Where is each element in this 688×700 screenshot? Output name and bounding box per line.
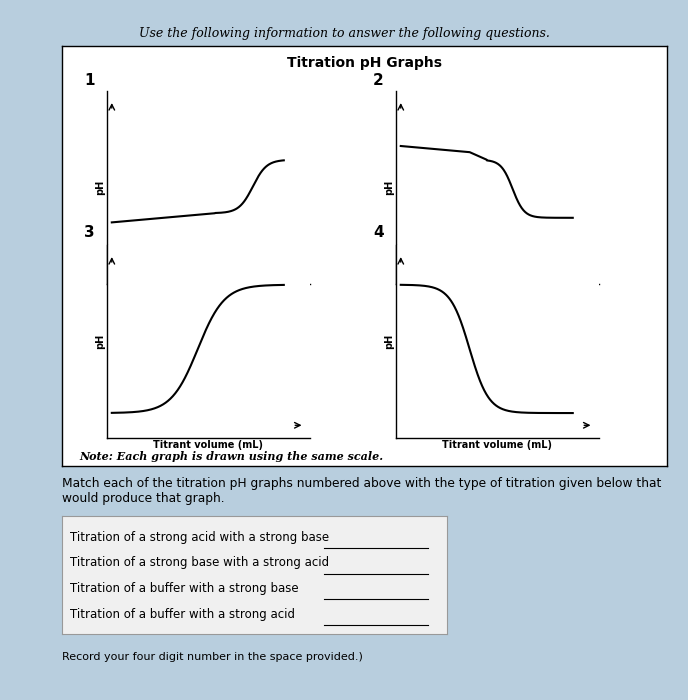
Y-axis label: pH: pH: [384, 180, 394, 195]
X-axis label: Titrant volume (mL): Titrant volume (mL): [442, 286, 552, 296]
Text: 1: 1: [84, 73, 95, 88]
Text: Match each of the titration pH graphs numbered above with the type of titration : Match each of the titration pH graphs nu…: [62, 477, 661, 505]
Text: Titration of a buffer with a strong base: Titration of a buffer with a strong base: [69, 582, 299, 595]
X-axis label: Titrant volume (mL): Titrant volume (mL): [153, 286, 263, 296]
Text: Use the following information to answer the following questions.: Use the following information to answer …: [138, 27, 550, 40]
Text: Titration pH Graphs: Titration pH Graphs: [287, 56, 442, 70]
Text: Record your four digit number in the space provided.): Record your four digit number in the spa…: [62, 652, 363, 662]
Text: 2: 2: [373, 73, 384, 88]
Text: Titration of a strong base with a strong acid: Titration of a strong base with a strong…: [69, 556, 329, 569]
Text: 4: 4: [373, 225, 384, 240]
X-axis label: Titrant volume (mL): Titrant volume (mL): [153, 440, 263, 450]
Y-axis label: pH: pH: [95, 180, 105, 195]
X-axis label: Titrant volume (mL): Titrant volume (mL): [442, 440, 552, 450]
Text: Titration of a strong acid with a strong base: Titration of a strong acid with a strong…: [69, 531, 329, 544]
Y-axis label: pH: pH: [384, 334, 394, 349]
Text: Note: Each graph is drawn using the same scale.: Note: Each graph is drawn using the same…: [79, 451, 383, 462]
Text: Titration of a buffer with a strong acid: Titration of a buffer with a strong acid: [69, 608, 294, 621]
Y-axis label: pH: pH: [95, 334, 105, 349]
Text: 3: 3: [84, 225, 95, 240]
